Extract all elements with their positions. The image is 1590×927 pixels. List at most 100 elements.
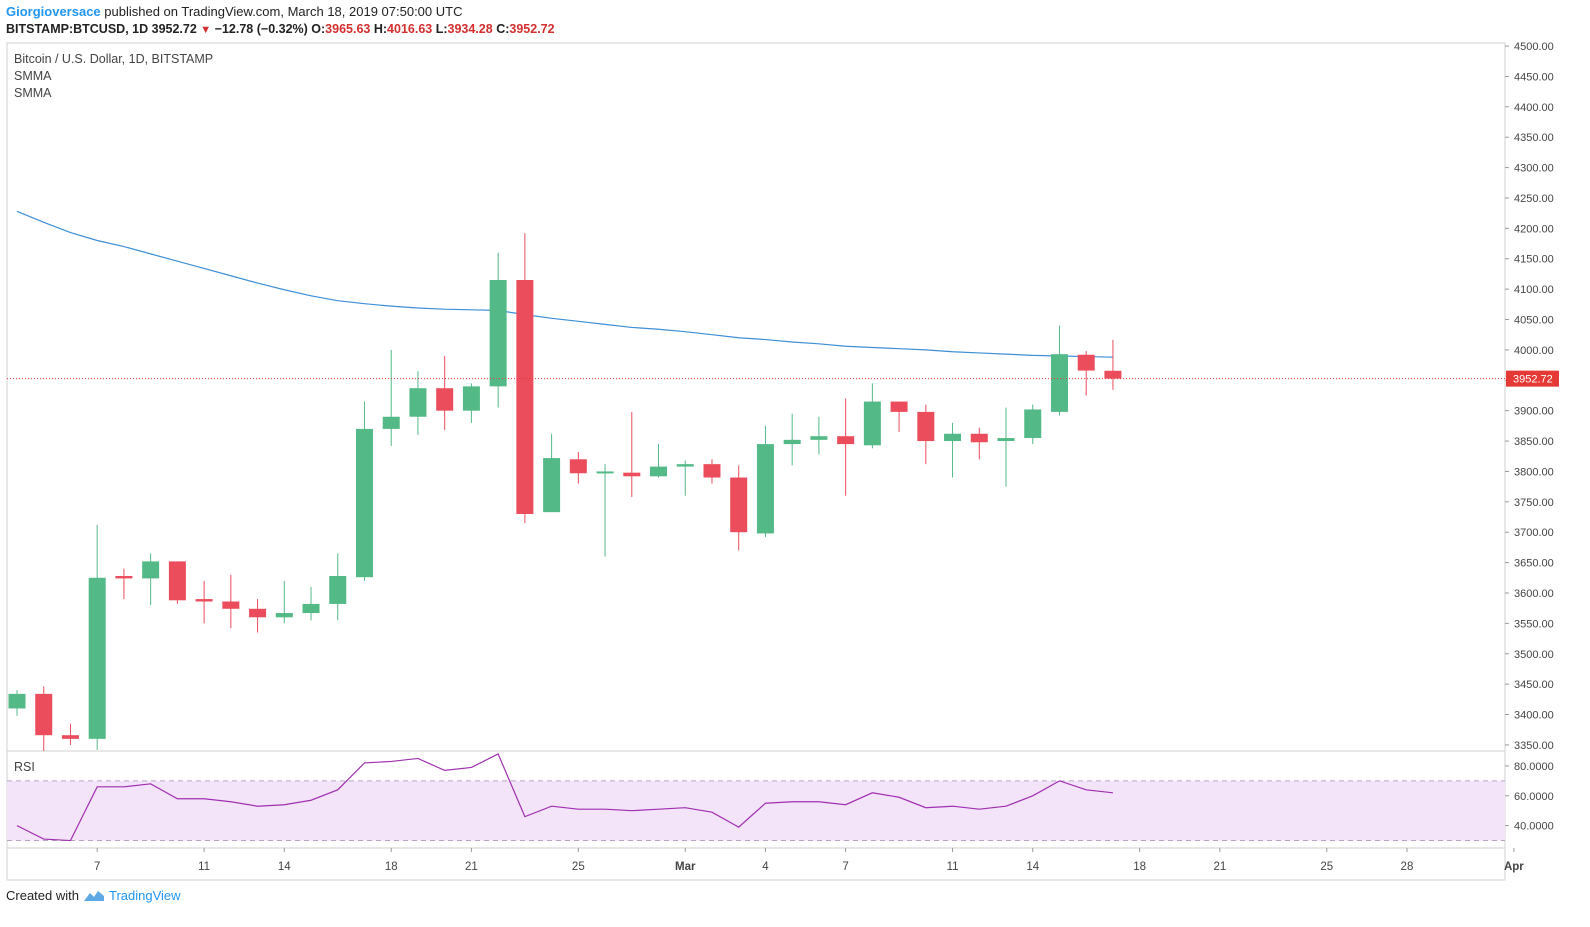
candle-body [676, 464, 694, 467]
time-tick-label: 25 [1320, 861, 1333, 873]
candle-body [61, 735, 79, 739]
candle-down [917, 404, 935, 465]
candle-body [516, 280, 534, 514]
price-tick-label: 3800.00 [1514, 466, 1554, 478]
candle-down [115, 568, 133, 600]
candle-up [462, 383, 480, 423]
plot-border [6, 42, 1506, 881]
chart-frame [6, 42, 1506, 881]
candle-up [355, 401, 373, 581]
time-tick-label: 4 [762, 861, 769, 873]
last-price-tag-label: 3952.72 [1513, 374, 1553, 386]
price-tick-label: 3600.00 [1514, 588, 1554, 600]
candle-body [489, 280, 507, 387]
price-tick-label: 3650.00 [1514, 558, 1554, 570]
candle-up [783, 413, 801, 466]
time-tick-label: 7 [842, 861, 848, 873]
candle-up [1050, 325, 1068, 416]
candle-up [650, 444, 668, 478]
candle-body [409, 388, 427, 417]
candle-body [115, 575, 133, 579]
rsi-band-fill [7, 780, 1505, 841]
candle-body [944, 433, 962, 442]
open-value: 3965.63 [325, 22, 371, 36]
legend-smma-2[interactable]: SMMA [14, 86, 52, 100]
time-tick-label: Mar [675, 861, 696, 873]
price-tick-label: 4100.00 [1514, 284, 1554, 296]
price-tick-label: 3550.00 [1514, 618, 1554, 630]
candle-down [730, 465, 748, 551]
rsi-tick-label: 60.0000 [1514, 791, 1554, 803]
candle-down [516, 233, 534, 524]
rsi-label: RSI [14, 760, 35, 774]
price-tick-label: 3350.00 [1514, 740, 1554, 752]
ohlc-line: BITSTAMP:BTCUSD, 1D 3952.72 ▼ −12.78 (−0… [6, 22, 555, 36]
time-tick-label: 11 [947, 861, 959, 873]
price-tick-label: 4150.00 [1514, 254, 1554, 266]
price-tick-label: 4300.00 [1514, 163, 1554, 175]
price-tick-label: 4400.00 [1514, 102, 1554, 114]
high-value: 4016.63 [387, 22, 433, 36]
price-tick-label: 3900.00 [1514, 406, 1554, 418]
symbol-label: BITSTAMP:BTCUSD, 1D [6, 22, 149, 36]
candle-body [382, 416, 400, 429]
time-tick-label: 21 [465, 861, 478, 873]
candle-body [650, 466, 668, 477]
footer: Created with TradingView [6, 888, 181, 903]
candle-down [837, 398, 855, 496]
legend-smma-1[interactable]: SMMA [14, 69, 52, 83]
down-arrow-icon: ▼ [200, 24, 212, 36]
candle-up [382, 349, 400, 446]
candle-up [596, 464, 614, 557]
price-tick-label: 3450.00 [1514, 679, 1554, 691]
candle-up [543, 433, 561, 513]
rsi-layer [16, 753, 1113, 842]
candle-up [302, 586, 320, 621]
price-tick-label: 3850.00 [1514, 436, 1554, 448]
price-tick-label: 4000.00 [1514, 345, 1554, 357]
candle-up [676, 460, 694, 496]
time-tick-label: 7 [94, 861, 100, 873]
candle-body [596, 471, 614, 474]
candle-down [195, 580, 213, 624]
open-label: O: [311, 22, 326, 36]
price-tick-label: 4350.00 [1514, 132, 1554, 144]
candle-up [1024, 404, 1042, 445]
candle-up [810, 416, 828, 455]
candle-down [222, 574, 240, 629]
legend-title: Bitcoin / U.S. Dollar, 1D, BITSTAMP [14, 52, 213, 66]
created-with-text: Created with [6, 888, 79, 903]
candle-body [730, 477, 748, 533]
low-label: L: [435, 22, 448, 36]
candle-down [890, 401, 908, 432]
tradingview-link[interactable]: TradingView [108, 888, 181, 903]
candle-body [88, 577, 106, 739]
time-tick-label: 11 [198, 861, 210, 873]
candle-body [543, 458, 561, 513]
rsi-band [7, 780, 1505, 842]
candle-body [1050, 354, 1068, 412]
candle-body [1077, 354, 1095, 371]
candle-layer [8, 233, 1122, 751]
rsi-tick-label: 40.0000 [1514, 821, 1554, 833]
time-tick-label: 18 [385, 861, 398, 873]
candle-body [997, 438, 1015, 442]
close-value: 3952.72 [509, 22, 555, 36]
candle-body [783, 439, 801, 445]
candle-body [355, 428, 373, 578]
close-label: C: [496, 22, 510, 36]
time-tick-label: 25 [572, 861, 585, 873]
candle-up [997, 407, 1015, 487]
candle-up [863, 383, 881, 449]
candle-down [970, 427, 988, 460]
publish-line: Giorgioversace published on TradingView.… [6, 4, 462, 19]
price-tick-label: 4250.00 [1514, 193, 1554, 205]
candle-body [329, 575, 347, 604]
price-tick-label: 3500.00 [1514, 649, 1554, 661]
candle-body [917, 411, 935, 442]
author-link[interactable]: Giorgioversace [6, 4, 101, 19]
candle-body [810, 436, 828, 440]
candle-up [142, 553, 160, 606]
change-value: −12.78 (−0.32%) [214, 22, 308, 36]
